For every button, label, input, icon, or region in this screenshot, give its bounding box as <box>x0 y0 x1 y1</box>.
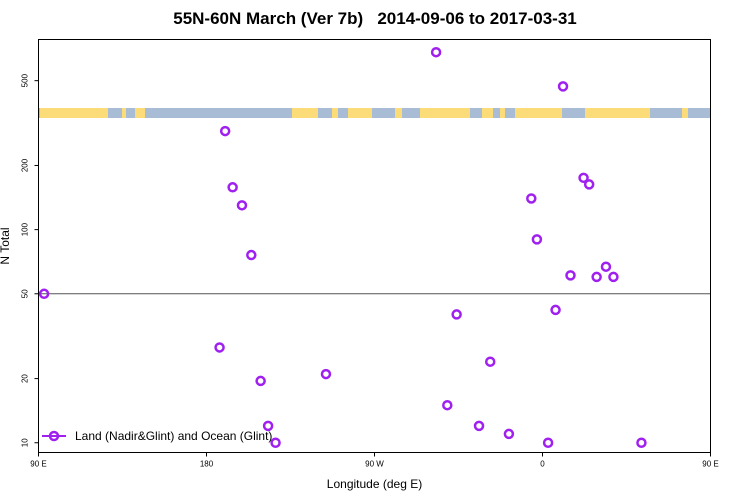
data-point <box>473 420 485 432</box>
data-point <box>636 437 647 448</box>
map-land <box>135 108 145 118</box>
data-point <box>578 172 589 184</box>
data-point <box>219 125 231 137</box>
map-land <box>348 108 372 118</box>
data-point <box>503 428 515 440</box>
map-land <box>332 108 338 118</box>
x-tick-label: 90 E <box>702 460 718 469</box>
map-land <box>515 108 562 118</box>
data-point <box>262 420 274 432</box>
data-point <box>600 261 612 272</box>
data-point <box>531 234 543 245</box>
chart-title: 55N-60N March (Ver 7b) 2014-09-06 to 201… <box>173 9 577 28</box>
y-tick-label: 10 <box>21 438 30 447</box>
data-point <box>550 304 561 316</box>
data-point <box>246 249 257 261</box>
map-land <box>420 108 470 118</box>
map-land <box>500 108 505 118</box>
map-ocean <box>39 108 710 118</box>
data-point <box>583 179 595 190</box>
y-axis-title: N Total <box>0 227 12 264</box>
legend: Land (Nadir&Glint) and Ocean (Glint) <box>42 429 272 443</box>
data-point <box>320 368 332 380</box>
data-point <box>608 271 619 283</box>
map-land <box>585 108 650 118</box>
y-tick-label: 200 <box>21 158 30 172</box>
legend-marker <box>48 430 60 442</box>
map-land <box>40 108 108 118</box>
data-point <box>214 342 225 353</box>
x-tick-label: 180 <box>200 460 214 469</box>
y-tick-label: 500 <box>21 73 30 87</box>
legend-label: Land (Nadir&Glint) and Ocean (Glint) <box>75 429 272 443</box>
y-tick-label: 20 <box>21 374 30 383</box>
data-point <box>442 399 453 411</box>
data-point <box>270 437 281 448</box>
map-land <box>395 108 402 118</box>
map-land <box>682 108 688 118</box>
x-tick-label: 90 E <box>30 460 46 469</box>
data-point <box>255 375 266 387</box>
data-point <box>526 193 537 204</box>
y-tick-label: 100 <box>21 222 30 236</box>
world-map-strip <box>39 108 710 118</box>
x-axis-title: Longitude (deg E) <box>327 477 422 491</box>
map-land <box>122 108 126 118</box>
map-land <box>292 108 318 118</box>
data-point <box>484 356 496 367</box>
data-point <box>430 46 442 58</box>
plot-frame <box>38 39 711 453</box>
data-point <box>565 270 576 281</box>
x-tick-label: 0 <box>540 460 545 469</box>
data-point <box>451 309 462 320</box>
x-tick-label: 90 W <box>365 460 384 469</box>
data-point <box>227 182 238 193</box>
data-point <box>542 437 554 448</box>
data-point <box>236 200 248 211</box>
data-point <box>591 271 602 283</box>
data-point <box>742 290 750 298</box>
data-point <box>38 288 50 300</box>
data-point <box>557 81 569 92</box>
map-land <box>482 108 493 118</box>
y-tick-label: 50 <box>21 289 30 298</box>
